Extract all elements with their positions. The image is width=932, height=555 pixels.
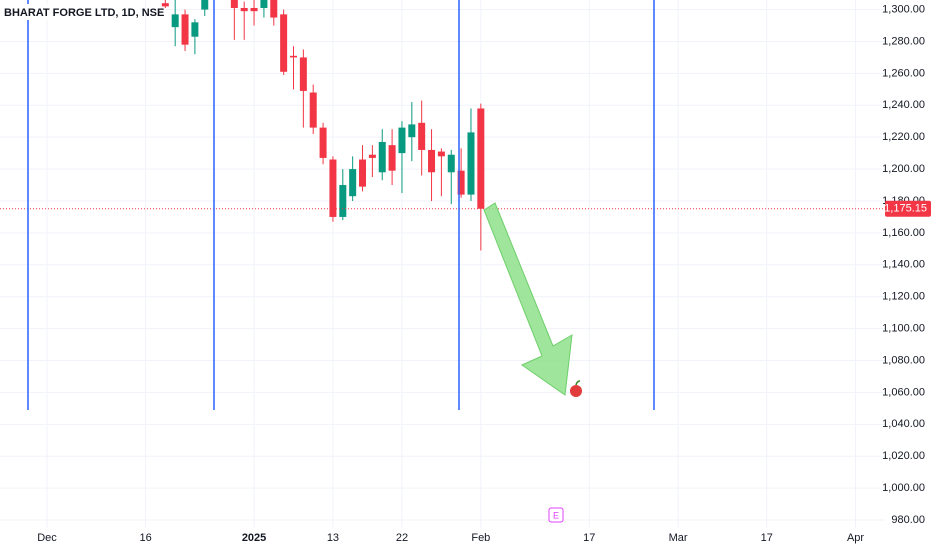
y-tick-label: 1,080.00 [882, 354, 925, 366]
y-tick-label: 1,240.00 [882, 99, 925, 111]
x-tick-label: 17 [761, 532, 773, 544]
y-tick-label: 1,260.00 [882, 67, 925, 79]
candle-body [290, 55, 297, 58]
candle-body [299, 57, 307, 91]
x-tick-label: Dec [37, 532, 57, 544]
candle-body [398, 127, 406, 154]
candle-body [309, 92, 317, 128]
candles [0, 0, 885, 251]
apple-icon [570, 385, 582, 397]
candle-body [437, 151, 445, 157]
arrow [483, 202, 573, 396]
candle-body [240, 7, 248, 12]
apple-leaf [575, 380, 581, 386]
earnings-box[interactable] [548, 507, 564, 523]
x-tick-label: 17 [583, 532, 595, 544]
candle-body [161, 3, 169, 7]
x-tick-label: Apr [847, 532, 864, 544]
x-tick-label: 2025 [242, 532, 266, 544]
drawings: E [27, 0, 655, 523]
candle-body [467, 132, 475, 195]
candle-body [477, 108, 485, 209]
candle-body [230, 0, 238, 8]
y-tick-label: 1,000.00 [882, 482, 925, 494]
price-axis: 980.00 1,000.00 1,020.00 1,040.00 1,060.00 1,… [37, 3, 931, 544]
candle-body [428, 149, 436, 173]
x-tick-label: 13 [327, 532, 339, 544]
y-tick-label: 1,160.00 [882, 227, 925, 239]
grid [0, 0, 885, 528]
candle-body [339, 185, 347, 217]
candle-body [457, 170, 465, 195]
x-tick-label: Mar [669, 532, 688, 544]
candle-body [280, 14, 288, 72]
candle-body [378, 141, 386, 173]
y-tick-label: 1,060.00 [882, 386, 925, 398]
candle-body [329, 159, 337, 217]
candle-body [447, 154, 455, 173]
candle-body [418, 122, 426, 150]
earnings-label[interactable]: E [553, 510, 559, 520]
candle-body [201, 0, 209, 10]
y-tick-label: 1,300.00 [882, 3, 925, 15]
x-tick-label: Feb [471, 532, 490, 544]
candle-body [250, 7, 258, 12]
y-tick-label: 980.00 [891, 514, 925, 526]
y-tick-label: 1,120.00 [882, 291, 925, 303]
title-bg [0, 4, 140, 20]
candle-body [359, 159, 367, 187]
y-tick-label: 1,220.00 [882, 131, 925, 143]
x-tick-label: 22 [396, 532, 408, 544]
last-price-label: 1,175.15 [884, 203, 927, 215]
y-tick-label: 1,200.00 [882, 163, 925, 175]
candle-body [408, 124, 416, 138]
candle-body [270, 0, 278, 18]
y-tick-label: 1,040.00 [882, 418, 925, 430]
candle-body [191, 22, 199, 37]
candle-body [260, 0, 268, 8]
y-tick-label: 1,280.00 [882, 35, 925, 47]
y-tick-label: 1,140.00 [882, 259, 925, 271]
y-tick-label: 1,100.00 [882, 323, 925, 335]
candle-body [319, 127, 327, 158]
last-price-box [885, 200, 931, 217]
chart-title: BHARAT FORGE LTD, 1D, NSE [4, 7, 164, 19]
x-tick-label: 16 [139, 532, 151, 544]
y-tick-label: 1,020.00 [882, 450, 925, 462]
candle-body [349, 169, 357, 197]
candle-body [368, 154, 376, 158]
candle-body [181, 14, 189, 45]
candle-body [388, 145, 396, 171]
candle-body [171, 14, 179, 28]
